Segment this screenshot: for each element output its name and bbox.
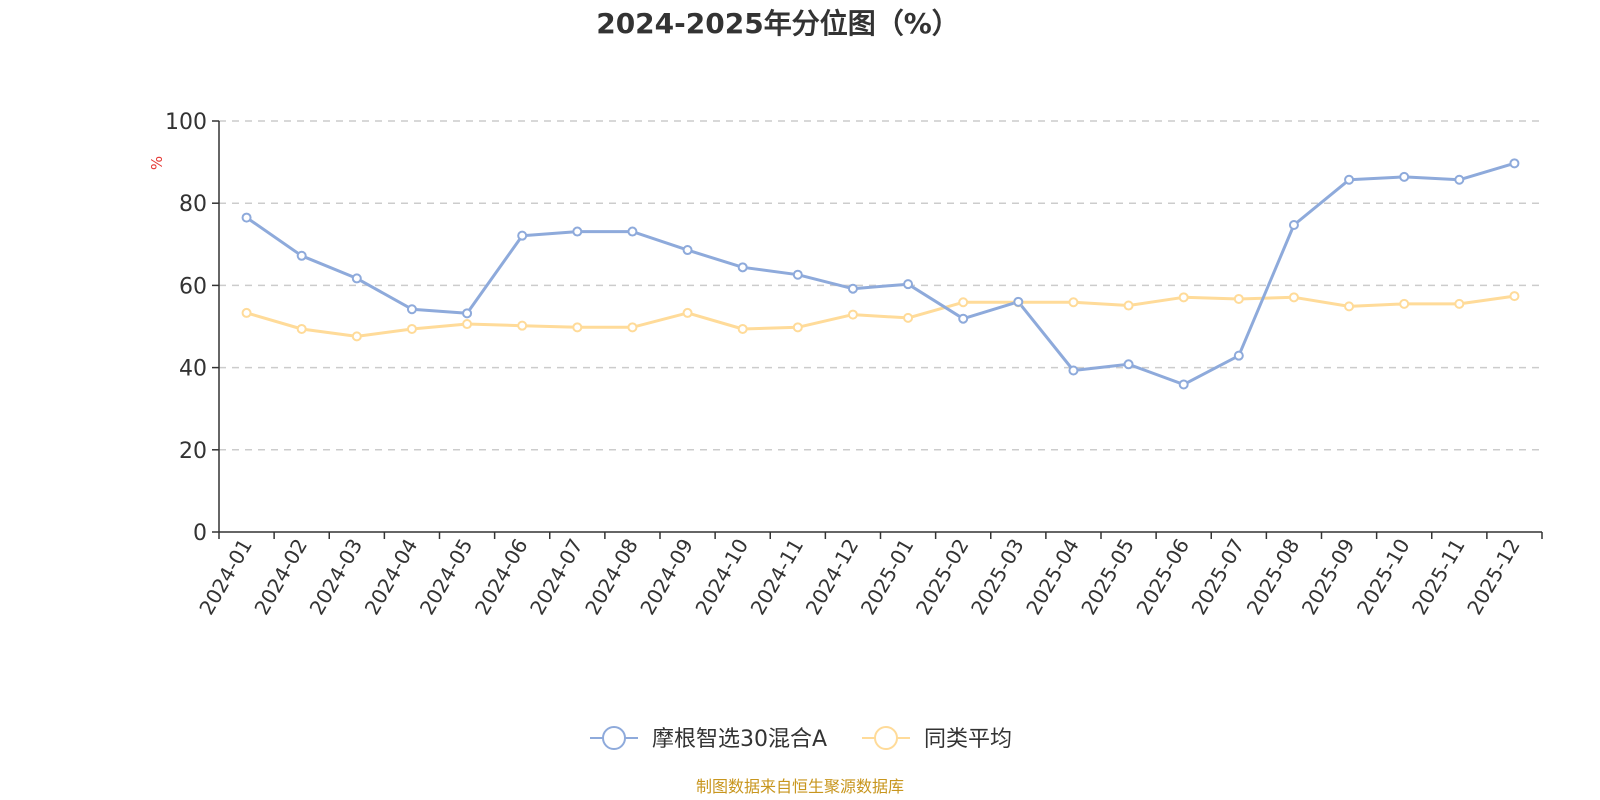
data-point — [627, 226, 638, 237]
x-tick-label: 2025-05 — [1076, 535, 1139, 619]
data-point — [1123, 359, 1134, 370]
x-tick-label: 2025-01 — [856, 535, 919, 619]
data-point — [1068, 365, 1079, 376]
y-axis-ticks: 0 20 40 60 80 100 — [165, 110, 219, 546]
data-point — [241, 212, 252, 223]
x-tick-label: 2025-11 — [1407, 535, 1470, 619]
data-point — [406, 304, 417, 315]
data-point — [517, 320, 528, 331]
data-point — [847, 309, 858, 320]
data-point — [682, 307, 693, 318]
y-axis-unit-label: % — [148, 156, 166, 170]
x-tick-label: 2024-04 — [360, 535, 423, 619]
x-tick-label: 2024-06 — [470, 535, 533, 619]
data-point — [572, 322, 583, 333]
x-tick-label: 2025-07 — [1187, 535, 1250, 619]
data-point — [1344, 301, 1355, 312]
series-layer — [241, 158, 1520, 390]
data-point — [627, 322, 638, 333]
data-point — [1068, 297, 1079, 308]
data-point — [903, 279, 914, 290]
x-axis-ticks: 2024-012024-022024-032024-042024-052024-… — [194, 532, 1543, 619]
x-tick-label: 2024-05 — [415, 535, 478, 619]
legend-label: 摩根智选30混合A — [652, 727, 827, 752]
x-tick-label: 2024-10 — [690, 535, 753, 619]
x-tick-label: 2025-10 — [1352, 535, 1415, 619]
data-point — [1288, 219, 1299, 230]
data-point — [1233, 350, 1244, 361]
data-point — [792, 269, 803, 280]
data-point — [296, 250, 307, 261]
data-point — [1509, 158, 1520, 169]
data-point — [1233, 293, 1244, 304]
series-line — [246, 294, 1515, 338]
x-tick-label: 2024-01 — [194, 535, 257, 619]
data-point — [462, 319, 473, 330]
data-point — [1178, 292, 1189, 303]
y-tick-label: 20 — [179, 439, 207, 464]
data-point — [958, 313, 969, 324]
data-point — [241, 307, 252, 318]
data-point — [351, 331, 362, 342]
y-tick-label: 60 — [179, 274, 207, 299]
x-tick-label: 2025-08 — [1242, 535, 1305, 619]
data-point — [1288, 292, 1299, 303]
x-tick-label: 2025-02 — [911, 535, 974, 619]
x-tick-label: 2025-12 — [1462, 535, 1525, 619]
x-tick-label: 2024-03 — [305, 535, 368, 619]
legend-label: 同类平均 — [924, 727, 1012, 752]
legend-marker — [602, 726, 626, 750]
x-tick-label: 2024-12 — [801, 535, 864, 619]
data-point — [682, 245, 693, 256]
data-point — [1399, 171, 1410, 182]
data-point — [1454, 298, 1465, 309]
data-point — [737, 262, 748, 273]
data-point — [792, 322, 803, 333]
x-tick-label: 2025-09 — [1297, 535, 1360, 619]
data-point — [1013, 296, 1024, 307]
data-point — [1178, 379, 1189, 390]
data-point — [1399, 298, 1410, 309]
data-point — [572, 226, 583, 237]
data-source-note: 制图数据来自恒生聚源数据库 — [696, 777, 904, 796]
x-tick-label: 2024-08 — [580, 535, 643, 619]
x-tick-label: 2024-09 — [635, 535, 698, 619]
data-point — [1509, 291, 1520, 302]
chart-title: 2024-2025年分位图（%） — [596, 7, 960, 40]
data-point — [1454, 174, 1465, 185]
data-point — [296, 323, 307, 334]
data-point — [351, 273, 362, 284]
data-point — [462, 308, 473, 319]
data-point — [1123, 300, 1134, 311]
data-point — [958, 297, 969, 308]
data-point — [847, 283, 858, 294]
y-tick-label: 0 — [193, 521, 207, 546]
data-point — [1344, 174, 1355, 185]
x-tick-label: 2024-11 — [746, 535, 809, 619]
series-line — [245, 161, 1515, 386]
data-point — [406, 323, 417, 334]
y-tick-label: 80 — [179, 192, 207, 217]
x-tick-label: 2025-03 — [966, 535, 1029, 619]
y-tick-label: 40 — [179, 357, 207, 382]
x-tick-label: 2024-02 — [249, 535, 312, 619]
data-point — [517, 230, 528, 241]
x-tick-label: 2025-06 — [1131, 535, 1194, 619]
legend-marker — [874, 726, 898, 750]
legend: 摩根智选30混合A 同类平均 — [590, 726, 1012, 752]
data-point — [737, 323, 748, 334]
x-tick-label: 2024-07 — [525, 535, 588, 619]
data-point — [903, 312, 914, 323]
x-tick-label: 2025-04 — [1021, 535, 1084, 619]
y-tick-label: 100 — [165, 110, 207, 135]
